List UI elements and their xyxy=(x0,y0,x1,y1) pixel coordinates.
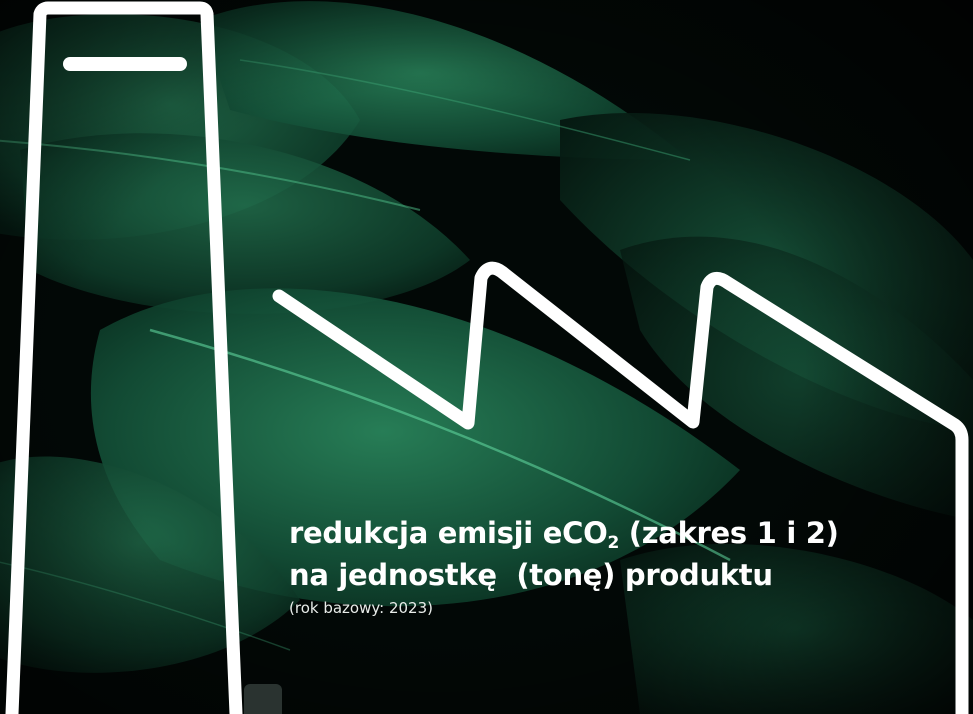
headline-line-2: na jednostkę (tonę) produktu xyxy=(289,558,773,592)
headline-prefix: redukcja emisji eCO xyxy=(289,516,608,550)
caption-block: redukcja emisji eCO2 (zakres 1 i 2) na j… xyxy=(289,512,949,618)
base-year-note: (rok bazowy: 2023) xyxy=(289,599,433,617)
co2-subscript: 2 xyxy=(607,533,619,553)
bottom-tab[interactable] xyxy=(244,684,282,714)
headline-line-1: redukcja emisji eCO2 (zakres 1 i 2) xyxy=(289,512,949,554)
headline-scope: (zakres 1 i 2) xyxy=(618,516,839,550)
